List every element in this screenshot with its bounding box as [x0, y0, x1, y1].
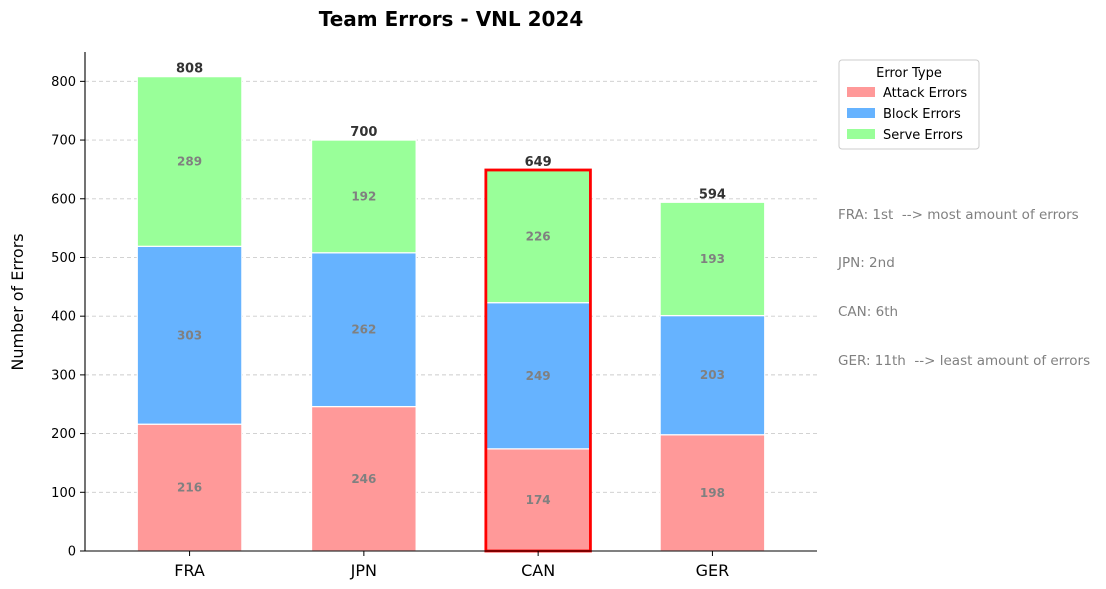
- y-tick-label: 300: [51, 368, 76, 383]
- annotation-line: GER: 11th --> least amount of errors: [838, 353, 1091, 370]
- bar-segment: [659, 201, 766, 317]
- total-value-label: 594: [699, 187, 726, 202]
- segment-value-label: 226: [526, 229, 551, 243]
- annotation-line: JPN: 2nd: [838, 255, 895, 272]
- segment-value-label: 303: [177, 328, 202, 342]
- y-tick-label: 400: [51, 310, 76, 325]
- bar-segment: [659, 314, 766, 436]
- y-tick-label: 500: [51, 251, 76, 266]
- segment-value-label: 216: [177, 481, 202, 495]
- legend-swatch: [847, 129, 875, 139]
- y-axis-label: Number of Errors: [8, 233, 27, 370]
- x-tick-label: JPN: [350, 561, 377, 580]
- legend: Error Type Attack Errors Block Errors Serve…: [838, 59, 980, 150]
- bar-segment: [136, 76, 243, 247]
- segment-value-label: 174: [526, 493, 551, 507]
- x-tick-label: GER: [696, 561, 730, 580]
- legend-entry: Block Errors: [883, 107, 961, 122]
- segment-value-label: 203: [700, 368, 725, 382]
- legend-swatch: [847, 108, 875, 118]
- segment-value-label: 198: [700, 486, 725, 500]
- y-tick-label: 0: [68, 545, 76, 560]
- bar-segment: [310, 405, 417, 552]
- y-tick-label: 700: [51, 134, 76, 149]
- bar-segment: [136, 423, 243, 552]
- bar-segment: [310, 252, 417, 408]
- y-tick-label: 600: [51, 192, 76, 207]
- annotation-line: FRA: 1st --> most amount of errors: [838, 206, 1079, 223]
- y-tick-label: 800: [51, 75, 76, 90]
- y-tick-label: 200: [51, 427, 76, 442]
- segment-value-label: 193: [700, 252, 725, 266]
- segment-value-label: 262: [351, 323, 376, 337]
- legend-title: Error Type: [876, 66, 942, 81]
- segment-value-label: 246: [351, 472, 376, 486]
- segment-value-label: 289: [177, 154, 202, 168]
- legend-swatch: [847, 87, 875, 97]
- legend-entry: Attack Errors: [883, 86, 967, 101]
- y-tick-label: 100: [51, 486, 76, 501]
- segment-value-label: 249: [526, 369, 551, 383]
- legend-frame: [838, 59, 980, 150]
- bar-segment: [310, 139, 417, 254]
- total-value-label: 649: [525, 155, 552, 170]
- bar-segment: [659, 434, 766, 552]
- ranking-annotation: FRA: 1st --> most amount of errors JPN: …: [838, 174, 1090, 386]
- legend-entry: Serve Errors: [883, 128, 963, 143]
- chart-title: Team Errors - VNL 2024: [319, 7, 584, 31]
- bar-segment: [136, 245, 243, 425]
- x-tick-label: FRA: [174, 561, 205, 580]
- annotation-line: CAN: 6th: [838, 304, 899, 321]
- segment-value-label: 192: [351, 189, 376, 203]
- total-value-label: 808: [176, 62, 203, 77]
- bar-segment: [485, 448, 592, 552]
- x-tick-label: CAN: [521, 561, 555, 580]
- total-value-label: 700: [350, 125, 377, 140]
